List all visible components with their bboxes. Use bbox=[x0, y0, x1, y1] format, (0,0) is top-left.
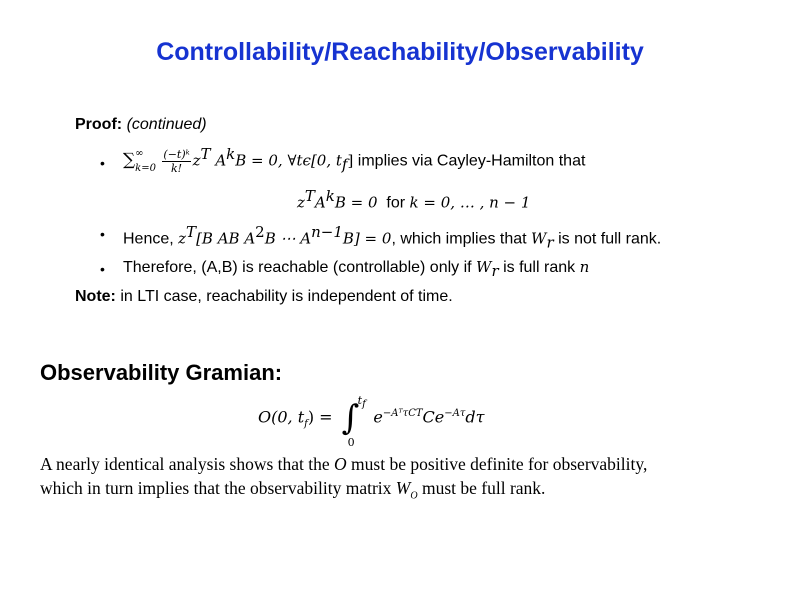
slide-title: Controllability/Reachability/Observabili… bbox=[156, 38, 644, 66]
proof-continued: (continued) bbox=[126, 116, 207, 133]
sum-upper: ∞ bbox=[135, 148, 144, 160]
math-sub: f bbox=[304, 418, 308, 430]
proof-line: Proof: (continued) bbox=[75, 116, 207, 134]
math-sup: k bbox=[226, 145, 236, 163]
eq-lhs: O(0, t bbox=[258, 407, 305, 427]
math-w: W bbox=[395, 478, 411, 498]
paragraph-text: which in turn implies that the observabi… bbox=[40, 478, 396, 498]
bullet-icon: • bbox=[100, 226, 105, 242]
math-dtau: dτ bbox=[465, 407, 485, 427]
bullet-2-text: , which implies that bbox=[391, 230, 532, 248]
note-label: Note: bbox=[75, 288, 116, 305]
math-sup: 2 bbox=[255, 223, 265, 241]
fraction-numerator: (−t)ᵏ bbox=[162, 147, 191, 162]
math-z: z bbox=[297, 193, 305, 212]
math-z: z bbox=[178, 229, 187, 248]
bullet-3-text: is full rank bbox=[498, 259, 580, 276]
integral-lower: 0 bbox=[347, 436, 355, 449]
gramian-equation: O(0, tf) = ∫ tf 0 e−AᵀτCTCe−Aτdτ bbox=[258, 394, 485, 449]
math-a: A bbox=[210, 151, 227, 170]
fraction-denominator: k! bbox=[170, 161, 183, 175]
bullet-3-text: Therefore, (A,B) is reachable (controlla… bbox=[123, 259, 477, 276]
math-z: z bbox=[192, 151, 201, 170]
math-ce: Ce bbox=[422, 407, 445, 427]
sum-lower: k=0 bbox=[135, 163, 156, 175]
eq-lhs: ) = bbox=[307, 407, 333, 427]
bullet-icon: • bbox=[100, 155, 105, 171]
math-w: W bbox=[531, 229, 547, 248]
math-matrix: [B AB A bbox=[196, 229, 256, 248]
math-sup: k bbox=[325, 187, 335, 205]
paragraph-text: must be positive definite for observabil… bbox=[346, 454, 648, 474]
note-line: Note: in LTI case, reachability is indep… bbox=[75, 288, 453, 306]
math-sup: T bbox=[186, 223, 197, 241]
math-bracket: ] bbox=[347, 151, 354, 170]
math-sub: r bbox=[546, 233, 554, 252]
math-e: e bbox=[373, 407, 383, 427]
bullet-2-hence: Hence, bbox=[123, 230, 179, 248]
bullet-2: Hence, zT[B AB A2B ⋯ An−1B] = 0, which i… bbox=[123, 223, 661, 252]
gramian-heading: Observability Gramian: bbox=[40, 360, 283, 385]
math-w: W bbox=[476, 258, 492, 276]
bullet-1: ∑ ∞ k=0 (−t)ᵏ k! zT AkB = 0, ∀tϵ[0, tf] impl… bbox=[123, 145, 585, 175]
math-sub: r bbox=[491, 262, 499, 281]
math-sup: n−1 bbox=[311, 223, 343, 241]
math-sub: f bbox=[362, 399, 366, 411]
math-o: O bbox=[334, 454, 347, 474]
paragraph-text: A nearly identical analysis shows that t… bbox=[40, 454, 335, 474]
math-sup: T bbox=[415, 408, 423, 420]
math-sub: O bbox=[410, 490, 418, 502]
paragraph-text: must be full rank. bbox=[417, 478, 546, 498]
paragraph-line-1: A nearly identical analysis shows that t… bbox=[40, 454, 647, 475]
math-n: n bbox=[579, 258, 590, 276]
paragraph-line-2: which in turn implies that the observabi… bbox=[40, 478, 545, 502]
math-expr: B = 0, ∀tϵ[0, t bbox=[235, 151, 342, 170]
math-matrix: B ⋯ A bbox=[264, 229, 312, 248]
math-a: A bbox=[314, 193, 326, 212]
note-text: in LTI case, reachability is independent… bbox=[115, 288, 453, 305]
integral: ∫ tf 0 bbox=[341, 394, 366, 449]
integral-sign: ∫ bbox=[341, 398, 360, 438]
math-sup: −Aτ bbox=[444, 408, 466, 420]
proof-label: Proof: bbox=[75, 116, 123, 133]
math-range: k = 0, … , n − 1 bbox=[409, 193, 531, 212]
math-expr: B = 0 bbox=[334, 193, 378, 212]
math-sup: T bbox=[200, 145, 211, 163]
fraction: (−t)ᵏ k! bbox=[162, 147, 191, 175]
math-sup: −AᵀτC bbox=[382, 408, 416, 420]
math-sup: T bbox=[304, 187, 315, 205]
math-matrix: B] = 0 bbox=[342, 229, 392, 248]
bullet-1-line-2: zTAkB = 0 for k = 0, … , n − 1 bbox=[297, 187, 530, 212]
bullet-icon: • bbox=[100, 261, 105, 277]
integral-upper: t bbox=[357, 394, 363, 407]
bullet-3: Therefore, (A,B) is reachable (controlla… bbox=[123, 258, 589, 280]
sum-symbol: ∑ bbox=[123, 150, 136, 171]
text-for: for bbox=[377, 194, 410, 212]
math-sub: f bbox=[341, 155, 348, 174]
bullet-2-text: is not full rank. bbox=[553, 230, 662, 248]
bullet-1-text: implies via Cayley-Hamilton that bbox=[353, 152, 586, 170]
